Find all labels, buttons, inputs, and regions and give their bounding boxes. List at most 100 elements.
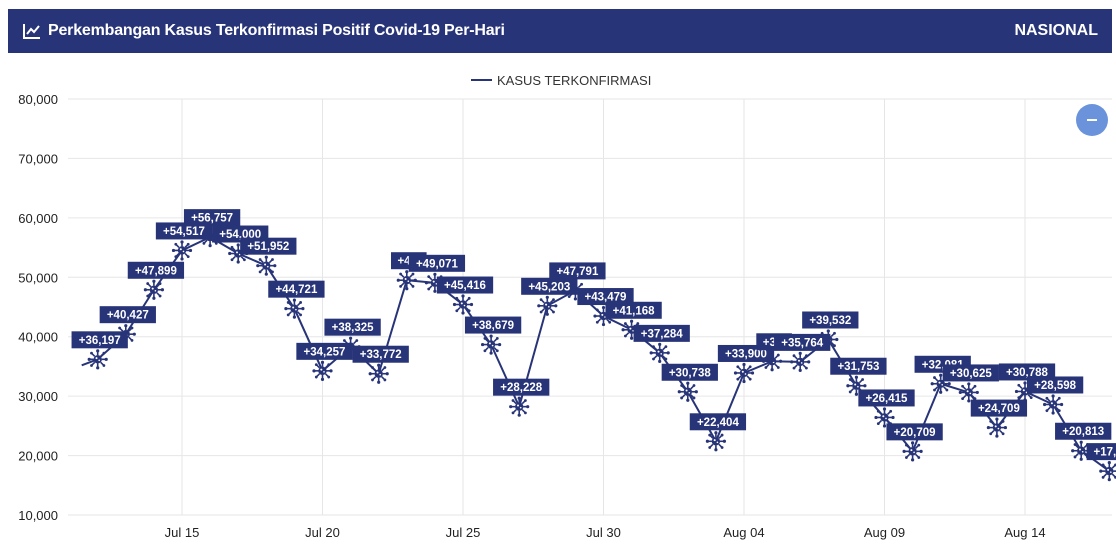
virus-icon — [142, 278, 165, 301]
data-label-bg — [521, 277, 578, 295]
data-label: +45,416 — [436, 276, 494, 294]
data-label-text: +33,772 — [360, 349, 402, 361]
virus-icon — [789, 350, 812, 373]
data-label-text: +47,899 — [135, 265, 177, 277]
data-label: +17,38 — [1086, 443, 1116, 461]
data-label: +44,721 — [268, 280, 325, 298]
data-label-text: +30,788 — [1006, 367, 1048, 379]
data-label-bg — [1055, 422, 1112, 440]
data-label-bg — [352, 345, 409, 363]
virus-icon — [255, 254, 278, 277]
data-label-bg — [268, 280, 325, 298]
virus-icon — [452, 293, 474, 316]
data-label-bg — [830, 357, 887, 375]
data-label-bg — [1026, 376, 1084, 394]
data-label-text: +20,709 — [894, 427, 936, 439]
virus-icon — [395, 269, 418, 292]
data-label: +39,532 — [802, 311, 859, 329]
x-tick-label: Jul 15 — [165, 525, 200, 540]
data-label: +24,709 — [970, 399, 1028, 417]
data-label: +28,228 — [493, 378, 550, 396]
data-label-text: +37,284 — [641, 328, 683, 340]
y-tick-label: 10,000 — [18, 508, 58, 523]
data-label-text: +17,38 — [1094, 447, 1116, 459]
data-label: +33,772 — [352, 345, 409, 363]
data-label-text: +45,203 — [528, 281, 570, 293]
data-label-bg — [661, 363, 718, 381]
y-tick-label: 40,000 — [18, 330, 58, 345]
virus-icon — [705, 430, 727, 453]
data-label: +40,427 — [99, 306, 156, 324]
x-tick-label: Jul 20 — [305, 525, 340, 540]
data-label-bg — [998, 363, 1056, 381]
data-label: +37,284 — [633, 324, 690, 342]
virus-icon — [480, 333, 503, 356]
region-label: NASIONAL — [1014, 22, 1098, 39]
data-label-bg — [464, 316, 522, 334]
data-label-bg — [183, 209, 241, 227]
virus-icon — [283, 297, 306, 320]
data-label-text: +26,415 — [866, 393, 908, 405]
data-label-bg — [605, 301, 662, 319]
virus-icon — [508, 395, 531, 418]
data-label-bg — [240, 237, 297, 255]
virus-icon — [171, 239, 193, 262]
data-label-bg — [549, 262, 606, 280]
data-label: +56,757 — [183, 209, 241, 227]
y-tick-label: 70,000 — [18, 151, 58, 166]
data-label-text: +31,753 — [837, 361, 879, 373]
data-label-text: +22,404 — [697, 417, 739, 429]
data-label-text: +38,679 — [472, 320, 514, 332]
data-label: +51,952 — [240, 237, 297, 255]
data-label-bg — [127, 261, 185, 279]
data-label-text: +28,228 — [500, 382, 542, 394]
data-label: +20,709 — [886, 423, 943, 441]
data-label: +20,813 — [1055, 422, 1112, 440]
virus-icon — [86, 348, 109, 371]
virus-icon — [676, 380, 699, 403]
data-label-text: +51,952 — [247, 241, 289, 253]
y-tick-label: 30,000 — [18, 389, 58, 404]
data-label: +47,791 — [549, 262, 606, 280]
data-label-text: +49,071 — [416, 258, 458, 270]
y-tick-label: 60,000 — [18, 211, 58, 226]
virus-icon — [986, 416, 1008, 439]
data-label-bg — [689, 413, 747, 431]
data-label-bg — [886, 423, 943, 441]
data-label: +47,899 — [127, 261, 185, 279]
x-tick-label: Aug 14 — [1004, 525, 1045, 540]
data-label: +22,404 — [689, 413, 747, 431]
data-label: +43,479 — [577, 288, 634, 306]
zoom-out-button[interactable] — [1076, 104, 1108, 136]
virus-icon — [901, 440, 924, 463]
data-label-text: +44,721 — [275, 284, 317, 296]
data-label-text: +45,416 — [444, 280, 486, 292]
virus-icon — [1098, 460, 1116, 483]
data-label-bg — [408, 254, 466, 272]
x-tick-label: Jul 25 — [446, 525, 481, 540]
data-label-text: +38,325 — [332, 322, 374, 334]
virus-icon — [311, 359, 334, 382]
virus-icon — [648, 341, 671, 364]
data-label: +30,738 — [661, 363, 718, 381]
virus-icon — [367, 362, 390, 385]
data-label: +30,788 — [998, 363, 1056, 381]
data-label-bg — [296, 342, 353, 360]
data-label: +38,679 — [464, 316, 522, 334]
minus-icon — [1087, 119, 1097, 121]
data-label-text: +41,168 — [613, 305, 655, 317]
x-tick-label: Aug 09 — [864, 525, 905, 540]
virus-icon — [733, 362, 755, 384]
data-label-bg — [436, 276, 494, 294]
data-label-text: +34,257 — [304, 346, 346, 358]
data-label-text: +30,738 — [669, 367, 711, 379]
data-label-text: +30,625 — [950, 368, 992, 380]
data-label: +30,625 — [942, 364, 999, 382]
data-label: +34,257 — [296, 342, 353, 360]
virus-icon — [957, 381, 980, 404]
y-tick-label: 50,000 — [18, 270, 58, 285]
data-label: +45,203 — [521, 277, 578, 295]
y-tick-label: 80,000 — [18, 92, 58, 107]
data-label: +26,415 — [858, 389, 915, 407]
